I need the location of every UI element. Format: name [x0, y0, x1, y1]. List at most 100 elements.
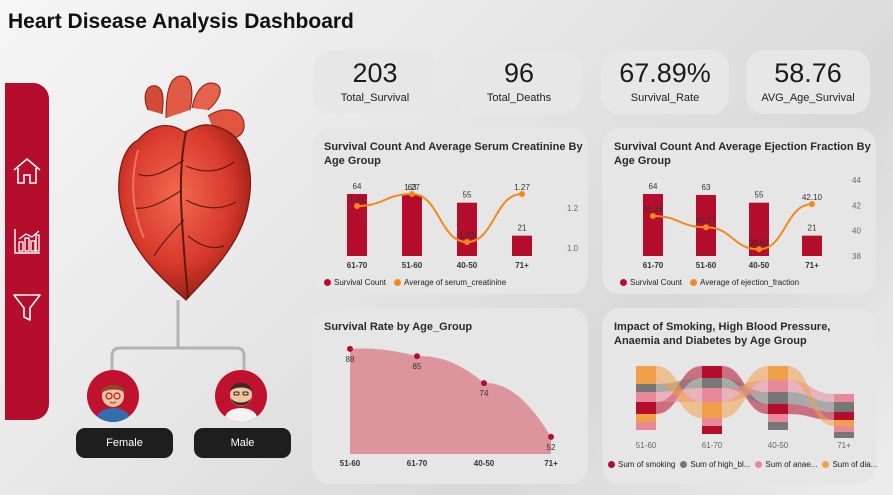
- chart-title: Survival Rate by Age_Group: [324, 321, 473, 333]
- ribbon-segment: [702, 378, 722, 388]
- ribbon-segment: [702, 366, 722, 378]
- line-value-label: 1.03: [459, 231, 475, 240]
- bar: [402, 194, 422, 256]
- panel-survival-rate: Survival Rate by Age_Group 88 51-60 85 61-7…: [312, 308, 588, 484]
- ribbon-segment: [636, 392, 656, 402]
- line-value-label: 1.27: [514, 183, 530, 192]
- creatinine-chart: 64 61-70 63 51-60 55 40-50 21 71+ 1.21 1.27 1.03 1.…: [347, 182, 579, 270]
- kpi-label: AVG_Age_Survival: [761, 92, 855, 104]
- legend-label: Survival Count: [334, 278, 387, 287]
- x-tick-label: 71+: [544, 459, 558, 468]
- gender-connector: [110, 300, 246, 370]
- ribbon-segment: [636, 384, 656, 392]
- ribbon-band: [722, 366, 768, 418]
- line-point: [756, 246, 762, 253]
- x-tick-label: 71+: [805, 261, 819, 270]
- area-fill: [350, 348, 551, 454]
- ribbon-segment: [768, 392, 788, 404]
- home-icon[interactable]: [11, 155, 43, 187]
- line-value-label: 1.27: [404, 183, 420, 192]
- panel-creatinine: Survival Count And Average Serum Creatin…: [312, 128, 588, 294]
- bar: [457, 202, 477, 256]
- ribbon-segment: [768, 422, 788, 430]
- y2-tick-label: 1.0: [567, 244, 579, 253]
- area-value-label: 74: [480, 389, 489, 398]
- line-point: [650, 212, 656, 219]
- survival-rate-chart: 88 51-60 85 61-70 74 40-50 52 71+: [340, 345, 558, 468]
- kpi-value: 58.76: [774, 58, 842, 88]
- ribbon-segment: [768, 404, 788, 414]
- bar-value-label: 55: [755, 191, 764, 200]
- chart-icon[interactable]: [11, 225, 43, 257]
- ribbon-segment: [702, 388, 722, 402]
- ribbon-segment: [834, 432, 854, 438]
- legend-label: Sum of high_bl...: [690, 460, 751, 469]
- ribbon-segment: [834, 420, 854, 426]
- legend-swatch: [608, 461, 615, 468]
- ribbon-segment: [768, 414, 788, 422]
- ribbon-segment: [702, 418, 722, 426]
- legend-swatch: [324, 279, 331, 286]
- y2-tick-label: 38: [852, 252, 861, 261]
- bar-value-label: 63: [408, 183, 417, 192]
- kpi-label: Total_Deaths: [486, 92, 552, 104]
- line-point: [464, 239, 470, 245]
- ribbon-band: [656, 366, 702, 418]
- bar-value-label: 21: [518, 224, 527, 233]
- area-value-label: 52: [547, 443, 556, 452]
- x-tick-label: 61-70: [407, 459, 428, 468]
- ribbon-segment: [636, 366, 656, 384]
- panel-risk-factors: Impact of Smoking, High Blood Pressure, …: [602, 308, 877, 484]
- chart-title: Impact of Smoking, High Blood Pressure, …: [614, 321, 831, 347]
- kpi-value: 67.89%: [619, 58, 711, 88]
- x-tick-label: 51-60: [696, 261, 717, 270]
- bar-value-label: 21: [808, 224, 817, 233]
- area-point: [481, 380, 487, 387]
- heart-illustration: [118, 75, 251, 301]
- kpi-total-deaths: 96 Total_Deaths: [457, 50, 581, 114]
- ribbon-segment: [768, 366, 788, 380]
- bar: [512, 235, 532, 256]
- y2-tick-label: 42: [852, 201, 861, 210]
- bar: [347, 194, 367, 256]
- dashboard-title: Heart Disease Analysis Dashboard: [8, 10, 354, 33]
- x-tick-label: 71+: [837, 441, 851, 450]
- bar-value-label: 63: [702, 183, 711, 192]
- legend-label: Sum of smoking: [618, 460, 676, 469]
- legend-label: Sum of anae...: [765, 460, 818, 469]
- x-tick-label: 51-60: [340, 459, 361, 468]
- female-button[interactable]: Female: [76, 428, 173, 458]
- ribbon-segment: [834, 394, 854, 402]
- sidebar: [5, 83, 49, 420]
- x-tick-label: 51-60: [402, 261, 423, 270]
- area-point: [548, 433, 554, 440]
- legend-label: Sum of dia...: [832, 460, 878, 469]
- x-tick-label: 40-50: [474, 459, 495, 468]
- ribbon-segment: [834, 426, 854, 432]
- chart-title: Survival Count And Average Serum Creatin…: [324, 141, 583, 167]
- ribbon-segment: [834, 412, 854, 420]
- legend-swatch: [755, 461, 763, 468]
- line-point: [703, 224, 709, 231]
- x-tick-label: 51-60: [636, 441, 657, 450]
- kpi-value: 203: [352, 58, 398, 88]
- x-tick-label: 61-70: [702, 441, 723, 450]
- legend-swatch: [680, 461, 688, 468]
- legend-swatch: [822, 461, 830, 468]
- ribbon-segment: [636, 402, 656, 414]
- chart-legend: Survival Count Average of serum_creatini…: [324, 278, 506, 287]
- kpi-label: Total_Survival: [340, 92, 410, 104]
- x-tick-label: 71+: [515, 261, 529, 270]
- line-value-label: 1.21: [349, 195, 365, 204]
- line-value-label: 40.27: [696, 216, 717, 225]
- x-tick-label: 61-70: [643, 261, 664, 270]
- chart-legend: Sum of smoking Sum of high_bl... Sum of …: [608, 460, 877, 469]
- x-tick-label: 40-50: [457, 261, 478, 270]
- series-line: [652, 203, 813, 251]
- female-avatar: [87, 370, 139, 422]
- legend-label: Survival Count: [630, 278, 683, 287]
- bar-value-label: 64: [353, 182, 362, 191]
- male-button[interactable]: Male: [194, 428, 291, 458]
- filter-icon[interactable]: [11, 291, 43, 323]
- y2-tick-label: 40: [852, 227, 861, 236]
